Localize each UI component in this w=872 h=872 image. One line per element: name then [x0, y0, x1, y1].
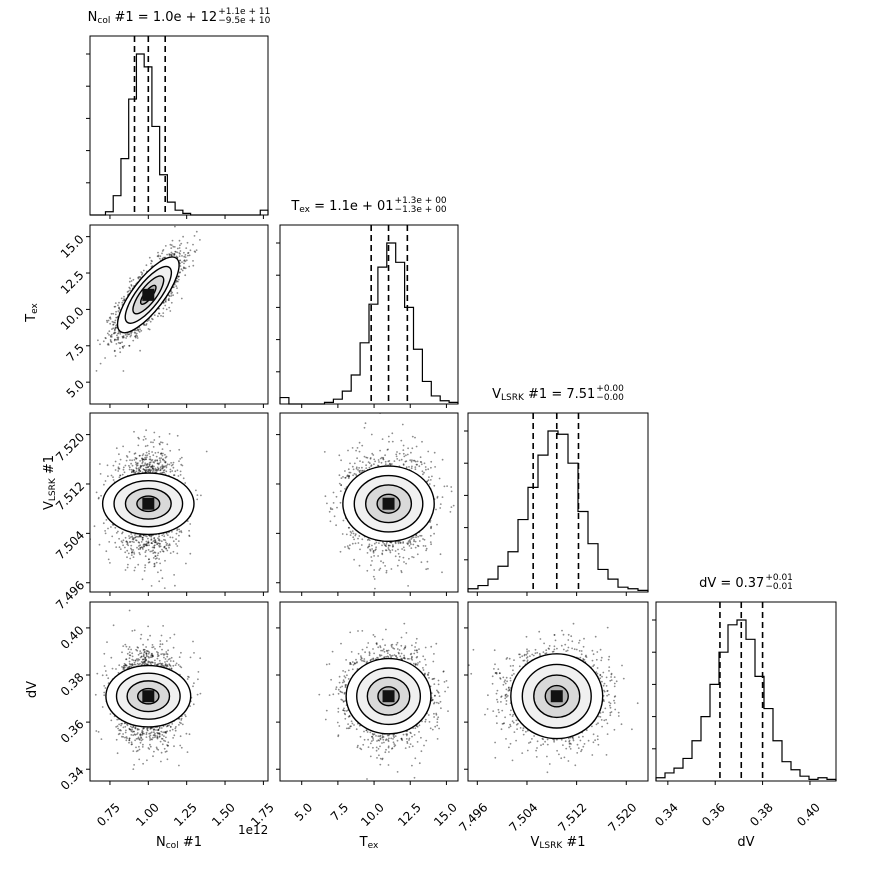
scatter-vlsrk-dv	[468, 622, 639, 774]
panel-frame-3-2	[467, 601, 649, 782]
title-ncol: Ncol #1 = 1.0e + 12 +1.1e + 11 −9.5e + 10	[87, 7, 271, 27]
xlabel-tex: Tex	[359, 835, 379, 851]
scatter-ncol-vlsrk	[90, 429, 208, 589]
panel-frame-2-1	[279, 412, 459, 593]
panel-frame-3-1	[279, 601, 459, 782]
panel-frame-3-0	[89, 601, 269, 782]
scatter-ncol-tex	[95, 225, 201, 372]
hist-vlsrk	[467, 430, 649, 592]
offset-text-ncol: 1e12	[238, 823, 269, 837]
ylabel-tex: Tex	[23, 303, 40, 322]
hist-tex	[279, 242, 459, 405]
panel-frame-3-3	[655, 601, 837, 782]
ylabel-dv: dV	[24, 680, 40, 698]
title-dv: dV = 0.37 +0.01 −0.01	[699, 573, 793, 593]
panel-frame-0-0	[89, 35, 269, 216]
xlabel-ncol: Ncol #1	[156, 835, 202, 851]
panel-frame-1-0	[89, 224, 269, 405]
hist-ncol	[90, 53, 269, 216]
xlabel-vlsrk: VLSRK #1	[530, 835, 586, 851]
hist-dv	[655, 619, 837, 781]
xlabel-dv: dV	[737, 835, 755, 850]
scatter-tex-dv	[318, 622, 449, 780]
scatter-tex-vlsrk	[323, 413, 455, 590]
title-vlsrk: VLSRK #1 = 7.51 +0.00 −0.00	[492, 384, 624, 404]
panel-frame-2-2	[467, 412, 649, 593]
title-tex: Tex = 1.1e + 01 +1.3e + 00 −1.3e + 00	[291, 196, 447, 216]
scatter-ncol-dv	[94, 609, 202, 770]
ylabel-vlsrk: VLSRK #1	[41, 454, 58, 510]
panel-frame-1-1	[279, 224, 459, 405]
panel-frame-2-0	[89, 412, 269, 593]
